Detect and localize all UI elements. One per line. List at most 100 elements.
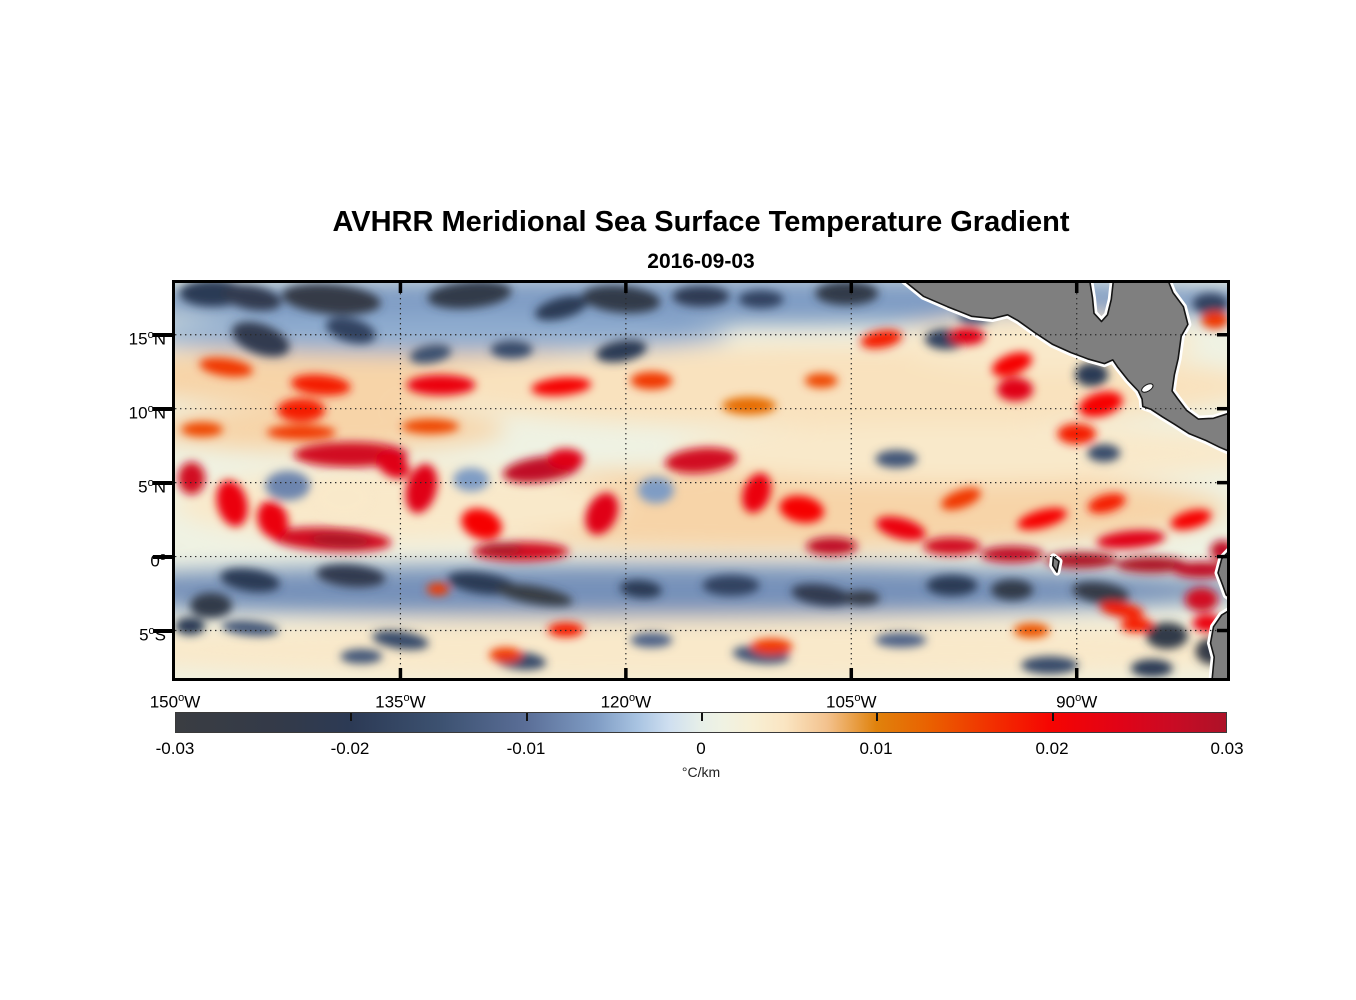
field-blob <box>738 290 784 309</box>
field-features <box>175 283 1227 678</box>
field-blob <box>1145 622 1188 650</box>
field-blob <box>1201 311 1227 329</box>
map-plot-area <box>172 280 1230 681</box>
field-blob <box>992 352 1033 377</box>
chart-title: AVHRR Meridional Sea Surface Temperature… <box>332 206 1070 238</box>
field-blob <box>495 583 573 607</box>
field-blob <box>480 542 523 556</box>
field-blob <box>175 407 506 452</box>
colorbar-tick <box>701 713 703 721</box>
field-blob <box>340 649 383 664</box>
colorbar-unit-label: °C/km <box>681 764 721 780</box>
field-blob <box>804 373 838 388</box>
sst-gradient-heatmap <box>175 283 1227 678</box>
field-blob <box>190 592 233 618</box>
field-blob <box>409 344 452 364</box>
field-blob <box>1078 391 1123 418</box>
field-blob <box>547 622 584 638</box>
y-axis-label: 0o <box>150 551 166 571</box>
field-blob <box>843 590 880 606</box>
y-axis-tick <box>153 332 172 337</box>
field-blob <box>875 632 927 648</box>
field-blob <box>257 500 289 539</box>
land-polygon <box>1217 552 1227 597</box>
field-blob <box>199 357 253 377</box>
field-blob <box>980 546 1044 563</box>
field-blob <box>372 630 429 650</box>
y-axis-label: 10oN <box>128 402 166 423</box>
field-blob <box>175 617 1227 678</box>
field-blob <box>290 374 351 396</box>
field-blob <box>806 537 858 556</box>
colorbar-tick-label: 0.03 <box>1210 739 1244 758</box>
colorbar-tick <box>350 713 352 721</box>
colorbar-tick <box>1052 713 1054 721</box>
field-blob <box>630 632 673 648</box>
field-blob <box>316 564 386 588</box>
field-blob <box>779 495 825 523</box>
field-blob <box>596 339 647 363</box>
x-axis-label: 90oW <box>1056 692 1098 712</box>
colorbar-tick <box>526 713 528 721</box>
field-blob <box>876 516 926 541</box>
field-blob <box>1087 493 1126 514</box>
field-blob <box>266 424 336 440</box>
y-axis-tick <box>153 480 172 485</box>
field-blob <box>175 315 731 354</box>
y-axis-label: 5oS <box>139 624 166 645</box>
field-blob <box>875 450 918 468</box>
lake <box>1141 383 1154 393</box>
colorbar-tick-label: 0.02 <box>1035 739 1069 758</box>
field-blob <box>815 283 879 306</box>
field-blob <box>997 377 1034 402</box>
land-polygon <box>905 283 1227 452</box>
field-blob <box>1099 601 1145 619</box>
field-blob <box>181 422 224 437</box>
field-blob <box>619 580 662 599</box>
field-blob <box>1017 508 1067 530</box>
x-axis-label: 120oW <box>600 692 652 712</box>
land-layer <box>901 283 1227 678</box>
field-blob <box>1096 530 1166 549</box>
field-blob <box>1013 623 1050 638</box>
field-blob <box>948 327 986 346</box>
field-blob <box>489 647 523 663</box>
field-blob <box>547 448 584 470</box>
field-blob <box>453 467 490 492</box>
colorbar-tick-label: 0.01 <box>859 739 893 758</box>
field-blob <box>665 447 737 474</box>
field-blob <box>991 579 1034 601</box>
field-blob <box>461 508 502 540</box>
field-blob <box>534 295 588 321</box>
field-blob <box>1192 293 1227 315</box>
land-polygon <box>1209 610 1227 678</box>
grid-lines <box>175 283 1227 678</box>
field-blob <box>630 371 673 390</box>
field-blob <box>1087 444 1121 462</box>
field-blob <box>1075 362 1109 387</box>
field-blob <box>1120 617 1154 633</box>
field-blob <box>490 340 533 359</box>
field-blob <box>265 470 311 501</box>
field-blob <box>401 419 460 434</box>
field-blob <box>427 283 512 309</box>
field-blob <box>637 476 674 504</box>
y-axis-tick <box>153 554 172 559</box>
field-blob <box>1115 556 1188 573</box>
y-axis-label: 15oN <box>128 328 166 349</box>
field-blob <box>216 480 248 527</box>
field-blob <box>702 575 760 596</box>
field-blob <box>281 283 381 315</box>
field-blob <box>426 583 450 596</box>
colorbar-tick-label: 0 <box>696 739 706 758</box>
field-blob <box>1172 561 1227 579</box>
land-polygon <box>1051 556 1060 573</box>
field-blob <box>316 479 371 516</box>
x-axis-label: 135oW <box>375 692 426 712</box>
field-blob <box>585 492 619 535</box>
field-blob <box>221 620 279 637</box>
field-blob <box>231 321 290 357</box>
colorbar-tick-label: -0.02 <box>330 739 370 758</box>
field-blob <box>940 487 981 510</box>
